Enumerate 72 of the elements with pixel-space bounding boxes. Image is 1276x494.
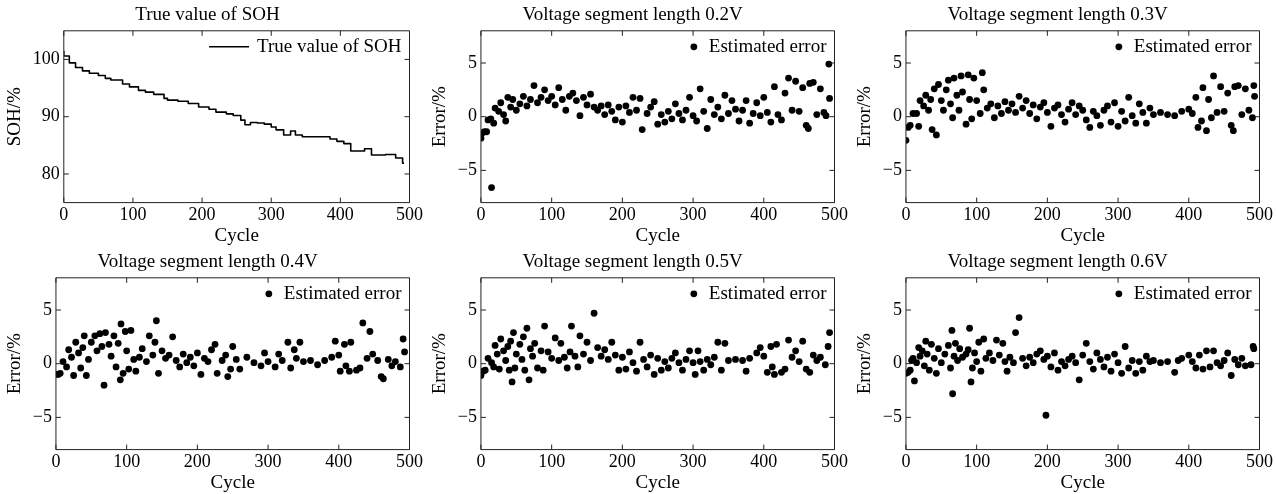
y-tick-label: 0 [892, 105, 902, 126]
x-tick-label: 400 [750, 451, 778, 472]
x-tick-label: 200 [188, 204, 216, 225]
x-tick-label: 500 [1246, 451, 1273, 472]
x-tick-label: 300 [679, 204, 707, 225]
chart-title: Voltage segment length 0.5V [522, 250, 743, 272]
y-axis-title: Error/% [3, 332, 25, 395]
x-axis-title: Cycle [214, 223, 259, 245]
y-tick-label: 5 [467, 298, 477, 319]
y-tick-label: 5 [892, 298, 902, 319]
y-tick-label: 5 [467, 51, 477, 72]
y-axis-title: Error/% [428, 85, 450, 148]
y-axis-title: Error/% [853, 85, 875, 148]
y-tick-label: 5 [892, 51, 902, 72]
x-axis-title: Cycle [1060, 223, 1105, 245]
chart-title: Voltage segment length 0.6V [947, 250, 1168, 272]
x-tick-label: 100 [538, 204, 566, 225]
y-tick-label: −5 [457, 406, 477, 427]
x-tick-label: 100 [113, 451, 141, 472]
y-tick-label: 0 [467, 105, 477, 126]
x-tick-label: 400 [1175, 204, 1203, 225]
legend-label: True value of SOH [257, 34, 402, 56]
x-axis-title: Cycle [210, 470, 255, 492]
y-tick-label: 0 [467, 352, 477, 373]
legend-label: Estimated error [1133, 281, 1253, 303]
x-tick-label: 200 [608, 451, 636, 472]
y-axis-title: Error/% [853, 332, 875, 395]
y-tick-label: 100 [32, 48, 60, 69]
x-tick-label: 300 [254, 451, 282, 472]
y-tick-label: 5 [42, 298, 52, 319]
chart-title: Voltage segment length 0.4V [97, 250, 318, 272]
x-tick-label: 100 [538, 451, 566, 472]
legend-label: Estimated error [708, 281, 828, 303]
y-tick-label: 0 [42, 352, 52, 373]
x-tick-label: 400 [326, 204, 354, 225]
y-tick-label: 90 [41, 105, 60, 126]
x-tick-label: 300 [679, 451, 707, 472]
chart-title: Voltage segment length 0.3V [947, 3, 1168, 25]
x-tick-label: 400 [750, 204, 778, 225]
x-tick-label: 500 [821, 451, 848, 472]
x-tick-label: 500 [821, 204, 848, 225]
x-axis-title: Cycle [1060, 470, 1105, 492]
x-axis-title: Cycle [635, 470, 680, 492]
x-tick-label: 300 [257, 204, 285, 225]
legend-label: Estimated error [708, 34, 828, 56]
y-tick-label: 80 [41, 162, 60, 183]
x-axis-title: Cycle [635, 223, 680, 245]
legend-label: Estimated error [283, 281, 403, 303]
x-tick-label: 300 [1104, 451, 1132, 472]
x-tick-label: 200 [1033, 204, 1061, 225]
x-tick-label: 500 [396, 451, 423, 472]
x-tick-label: 400 [325, 451, 353, 472]
y-tick-label: −5 [32, 406, 52, 427]
x-tick-label: 200 [1033, 451, 1061, 472]
x-tick-label: 400 [1175, 451, 1203, 472]
x-tick-label: 200 [183, 451, 211, 472]
x-tick-label: 100 [963, 451, 991, 472]
y-tick-label: −5 [882, 159, 902, 180]
chart-title: True value of SOH [135, 3, 280, 25]
x-tick-label: 300 [1104, 204, 1132, 225]
x-tick-label: 100 [119, 204, 147, 225]
chart-title: Voltage segment length 0.2V [522, 3, 743, 25]
x-tick-label: 500 [1246, 204, 1273, 225]
y-tick-label: −5 [882, 406, 902, 427]
y-axis-title: Error/% [428, 332, 450, 395]
y-axis-title: SOH/% [3, 86, 25, 147]
x-tick-label: 500 [396, 204, 423, 225]
x-tick-label: 100 [963, 204, 991, 225]
legend-label: Estimated error [1133, 34, 1253, 56]
x-tick-label: 200 [608, 204, 636, 225]
y-tick-label: −5 [457, 159, 477, 180]
y-tick-label: 0 [892, 352, 902, 373]
